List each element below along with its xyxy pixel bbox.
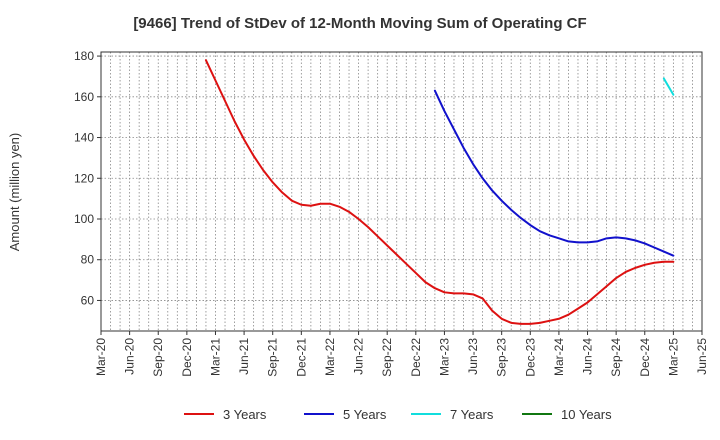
x-tick-label: Mar-20	[94, 338, 108, 376]
series-line-5-years	[433, 89, 675, 257]
x-tick-label: Jun-22	[352, 338, 366, 375]
x-tick-label: Jun-25	[695, 338, 709, 375]
y-tick-label: 120	[74, 171, 94, 185]
y-tick-label: 60	[81, 293, 95, 307]
x-tick-label: Sep-22	[380, 338, 394, 377]
x-tick-label: Dec-20	[180, 338, 194, 377]
x-tick-label: Dec-22	[409, 338, 423, 377]
x-tick-label: Dec-21	[294, 338, 308, 377]
x-tick-label: Sep-21	[266, 338, 280, 377]
legend-label-3-years: 3 Years	[223, 407, 267, 422]
x-tick-label: Sep-24	[609, 338, 623, 377]
legend-label-10-years: 10 Years	[561, 407, 612, 422]
x-tick-label: Jun-23	[466, 338, 480, 375]
y-axis: 60 80 100 120 140 160 180	[74, 49, 101, 307]
x-tick-label: Sep-20	[151, 338, 165, 377]
legend: 3 Years 5 Years 7 Years 10 Years	[184, 407, 612, 422]
series-line-7-years	[662, 77, 675, 96]
x-tick-label: Dec-23	[523, 338, 537, 377]
series-line-3-years	[204, 59, 675, 325]
x-tick-label: Jun-20	[123, 338, 137, 375]
y-tick-label: 140	[74, 131, 94, 145]
series	[204, 59, 675, 325]
x-tick-label: Mar-22	[323, 338, 337, 376]
y-tick-label: 80	[81, 253, 95, 267]
x-axis: Mar-20 Jun-20 Sep-20 Dec-20 Mar-21 Jun-21 Sep-…	[94, 331, 709, 377]
chart-title: [9466] Trend of StDev of 12-Month Moving…	[133, 15, 586, 32]
y-tick-label: 100	[74, 212, 94, 226]
y-axis-title: Amount (million yen)	[7, 133, 22, 252]
y-tick-label: 160	[74, 90, 94, 104]
x-tick-label: Jun-24	[581, 338, 595, 375]
x-tick-label: Jun-21	[237, 338, 251, 375]
x-tick-label: Mar-23	[437, 338, 451, 376]
y-tick-label: 180	[74, 49, 94, 63]
x-tick-label: Mar-25	[666, 338, 680, 376]
legend-label-7-years: 7 Years	[450, 407, 494, 422]
x-tick-label: Dec-24	[638, 338, 652, 377]
x-tick-label: Sep-23	[495, 338, 509, 377]
grid	[101, 52, 702, 331]
x-tick-label: Mar-21	[208, 338, 222, 376]
x-tick-label: Mar-24	[552, 338, 566, 376]
plot-area	[100, 51, 703, 332]
legend-label-5-years: 5 Years	[343, 407, 387, 422]
